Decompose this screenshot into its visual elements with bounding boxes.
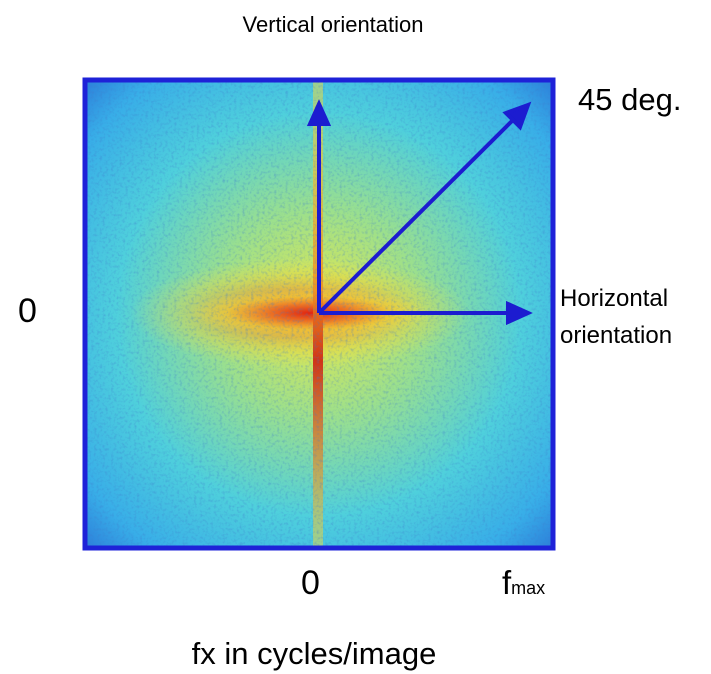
- horizontal-label: Horizontal: [560, 285, 668, 312]
- image-frame: [82, 77, 556, 551]
- fmax-base: f: [502, 564, 512, 601]
- vertical-label: Vertical orientation: [243, 12, 424, 37]
- orientation-arrows: [306, 99, 533, 326]
- fmax-sub: max: [511, 578, 545, 598]
- y-zero-label: 0: [18, 292, 37, 330]
- x-axis-label: fx in cycles/image: [192, 636, 437, 671]
- diagonal-label: 45 deg.: [578, 82, 681, 117]
- fmax-label: fmax: [502, 564, 545, 601]
- horizontal-label: orientation: [560, 322, 672, 349]
- x-zero-label: 0: [301, 564, 320, 602]
